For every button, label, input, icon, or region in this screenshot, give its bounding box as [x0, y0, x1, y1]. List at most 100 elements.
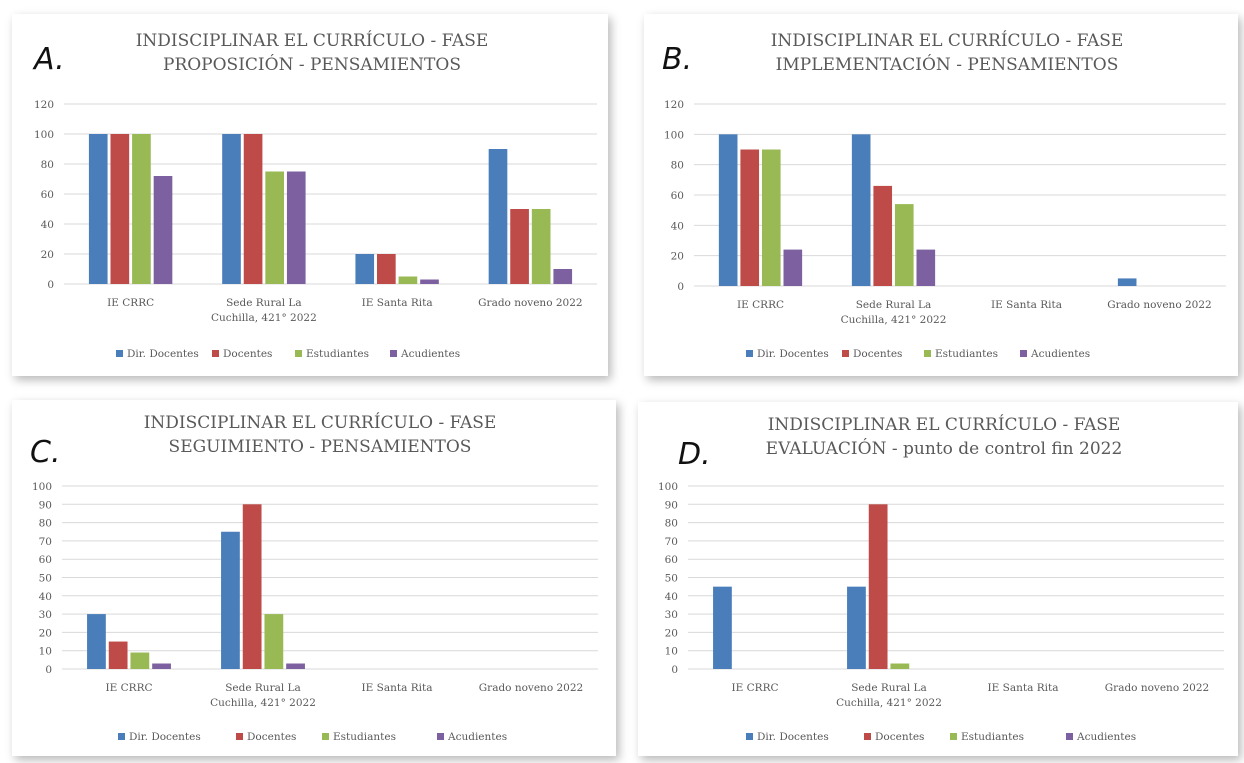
bar — [531, 209, 551, 284]
y-tick-label: 60 — [671, 190, 684, 202]
y-tick-label: 10 — [39, 646, 52, 658]
y-tick-label: 70 — [39, 536, 52, 548]
chart-title-line: SEGUIMIENTO - PENSAMIENTOS — [169, 437, 472, 457]
bar — [242, 504, 262, 669]
bar — [894, 204, 914, 286]
legend-label: Docentes — [875, 731, 924, 743]
bar — [355, 254, 375, 284]
x-category-label: Grado noveno 2022 — [1105, 682, 1209, 694]
bar — [873, 185, 893, 286]
x-category-label: Cuchilla, 421° 2022 — [841, 314, 947, 326]
legend-label: Dir. Docentes — [757, 348, 829, 360]
y-tick-label: 20 — [41, 249, 54, 261]
y-tick-label: 100 — [32, 481, 52, 493]
bar — [222, 134, 241, 284]
bar — [108, 641, 128, 669]
y-tick-label: 100 — [34, 129, 54, 141]
panel-letter: D. — [678, 437, 711, 472]
legend-label: Estudiantes — [935, 348, 998, 360]
legend-swatch — [295, 350, 302, 357]
chart-title-line: EVALUACIÓN - punto de control fin 2022 — [766, 438, 1123, 459]
bar — [264, 614, 284, 669]
chart-panel-b: B. INDISCIPLINAR EL CURRÍCULO - FASE IMPLE… — [644, 14, 1238, 376]
bar — [110, 134, 130, 284]
bar — [783, 249, 803, 286]
panel-letter: B. — [662, 42, 692, 77]
x-category-label: Sede Rural La — [851, 682, 927, 694]
legend-label: Docentes — [223, 348, 272, 360]
bar — [1117, 278, 1137, 286]
bar — [221, 531, 240, 669]
legend-label: Estudiantes — [306, 348, 369, 360]
x-category-label: IE Santa Rita — [362, 297, 433, 309]
legend-label: Docentes — [247, 731, 296, 743]
y-tick-label: 80 — [39, 518, 52, 530]
bar — [916, 249, 936, 286]
y-tick-label: 40 — [671, 220, 684, 232]
y-tick-label: 50 — [665, 573, 678, 585]
bar — [87, 614, 106, 669]
bar — [152, 663, 171, 669]
legend-label: Estudiantes — [333, 731, 396, 743]
y-tick-label: 20 — [665, 627, 678, 639]
legend-swatch — [746, 350, 753, 357]
legend-swatch — [236, 733, 243, 740]
y-tick-label: 60 — [39, 554, 52, 566]
x-category-label: Grado noveno 2022 — [479, 682, 583, 694]
bar — [851, 134, 871, 286]
legend-swatch — [950, 733, 957, 740]
x-category-label: IE CRRC — [107, 297, 154, 309]
chart-panel-a: A. INDISCIPLINAR EL CURRÍCULO - FASE PROPO… — [12, 14, 608, 376]
bar — [420, 279, 439, 284]
y-tick-label: 80 — [41, 159, 54, 171]
x-category-label: IE Santa Rita — [988, 682, 1059, 694]
x-category-label: IE CRRC — [737, 299, 784, 311]
chart-title-line: INDISCIPLINAR EL CURRÍCULO - FASE — [144, 412, 497, 433]
legend-swatch — [390, 350, 397, 357]
legend-label: Acudientes — [1030, 348, 1090, 360]
y-tick-label: 30 — [39, 609, 52, 621]
y-tick-label: 60 — [41, 189, 54, 201]
bar — [713, 586, 732, 669]
legend-swatch — [1020, 350, 1027, 357]
legend-swatch — [437, 733, 444, 740]
chart-title-line: PROPOSICIÓN - PENSAMIENTOS — [163, 54, 461, 75]
bar — [718, 134, 738, 286]
y-tick-label: 10 — [665, 646, 678, 658]
legend-swatch — [116, 350, 123, 357]
x-category-label: Sede Rural La — [226, 297, 302, 309]
legend-swatch — [212, 350, 219, 357]
bar — [88, 134, 108, 284]
y-tick-label: 80 — [665, 518, 678, 530]
legend-label: Dir. Docentes — [757, 731, 829, 743]
chart-panel-c: C. INDISCIPLINAR EL CURRÍCULO - FASE SEGUI… — [12, 400, 616, 756]
chart-c: C. INDISCIPLINAR EL CURRÍCULO - FASE SEGUI… — [30, 412, 598, 743]
y-tick-label: 70 — [665, 536, 678, 548]
y-tick-label: 20 — [671, 251, 684, 263]
x-category-label: IE CRRC — [731, 682, 778, 694]
x-category-label: Sede Rural La — [856, 299, 932, 311]
bar — [243, 134, 263, 284]
bar — [761, 149, 781, 286]
bar — [890, 663, 910, 669]
x-category-label: Cuchilla, 421° 2022 — [836, 697, 942, 709]
bar — [286, 171, 306, 284]
x-category-label: IE Santa Rita — [362, 682, 433, 694]
legend-swatch — [842, 350, 849, 357]
y-tick-label: 30 — [665, 609, 678, 621]
bar — [153, 176, 173, 284]
legend-label: Docentes — [853, 348, 902, 360]
chart-a: A. INDISCIPLINAR EL CURRÍCULO - FASE PROPO… — [32, 30, 597, 360]
bar — [130, 652, 150, 669]
x-category-label: Sede Rural La — [225, 682, 301, 694]
bar — [286, 663, 305, 669]
y-tick-label: 0 — [677, 281, 684, 293]
legend-label: Acudientes — [1076, 731, 1136, 743]
bar — [740, 149, 760, 286]
y-tick-label: 50 — [39, 573, 52, 585]
y-tick-label: 80 — [671, 160, 684, 172]
y-tick-label: 90 — [665, 499, 678, 511]
panel-letter: A. — [32, 42, 65, 77]
legend-label: Acudientes — [400, 348, 460, 360]
bar — [377, 254, 396, 284]
